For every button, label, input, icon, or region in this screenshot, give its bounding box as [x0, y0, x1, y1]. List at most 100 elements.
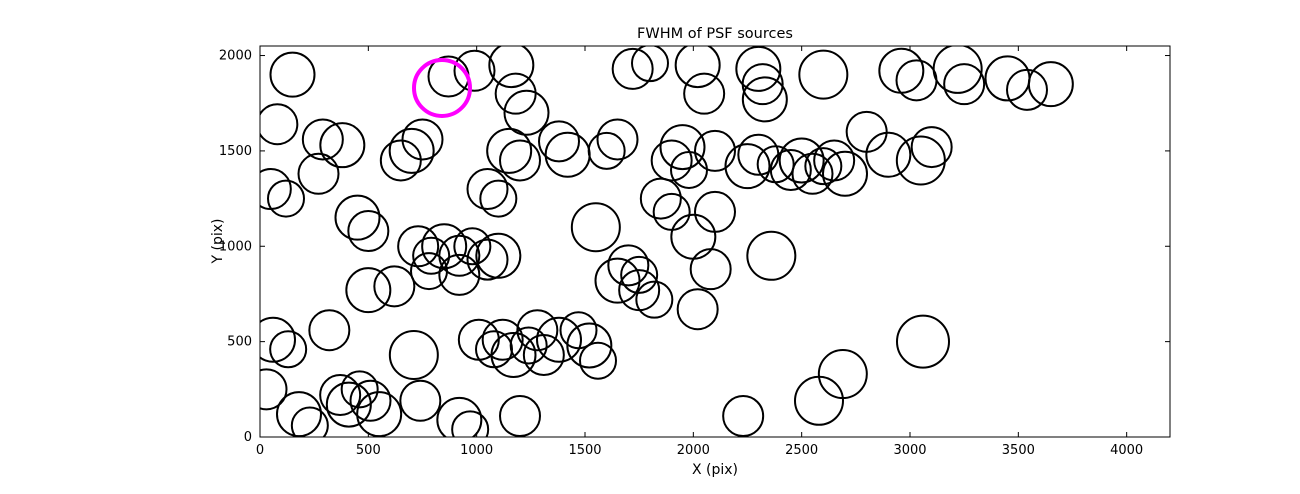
x-tick-label: 1000	[460, 443, 493, 458]
x-tick-label: 3500	[1002, 443, 1035, 458]
psf-source-circle	[308, 309, 351, 352]
psf-source-circle	[267, 179, 305, 218]
x-axis-label: X (pix)	[692, 462, 738, 478]
psf-source-circle	[822, 150, 868, 197]
psf-source-circle	[579, 341, 617, 380]
axis-ticks-group: 0 500 1000 1500 2000 2500 3000 3500 4000 0 500 1000…	[219, 46, 1170, 458]
psf-source-circle	[412, 236, 451, 275]
psf-source-circle	[399, 379, 442, 422]
psf-source-circle	[260, 316, 296, 363]
x-tick-label: 1500	[568, 443, 601, 458]
psf-source-circle	[538, 120, 580, 163]
psf-source-circle	[735, 46, 782, 92]
y-axis-label: Y (pix)	[210, 219, 226, 265]
psf-source-circle	[345, 267, 392, 314]
psf-source-circle	[559, 311, 598, 350]
psf-source-circle	[388, 329, 439, 380]
psf-source-circle	[410, 252, 448, 291]
psf-source-circle	[486, 127, 533, 174]
psf-source-circle	[490, 331, 537, 378]
psf-source-circle	[347, 210, 390, 253]
x-tick-label: 4000	[1110, 443, 1143, 458]
psf-source-circle	[1006, 68, 1048, 111]
psf-source-circle	[741, 76, 788, 123]
psf-source-circle	[301, 118, 344, 161]
psf-source-circle	[596, 118, 639, 161]
psf-source-circle	[260, 103, 299, 146]
psf-source-circle	[943, 63, 986, 106]
x-tick-label: 0	[256, 443, 264, 458]
psf-source-circle	[694, 129, 736, 172]
psf-source-circle	[631, 46, 669, 83]
y-tick-label: 1500	[219, 144, 252, 159]
psf-source-circle	[509, 326, 548, 365]
psf-source-circle	[896, 314, 950, 369]
psf-source-circle	[570, 202, 621, 253]
psf-source-circle	[674, 46, 721, 89]
psf-source-circle	[481, 318, 524, 361]
axes-frame	[259, 45, 1171, 438]
psf-source-circle	[522, 333, 565, 376]
y-tick-label: 1000	[219, 239, 252, 254]
psf-source-circle	[401, 118, 444, 161]
psf-source-circle	[611, 47, 654, 90]
psf-source-circle	[269, 51, 316, 98]
psf-source-circle	[453, 227, 492, 266]
psf-source-circle	[488, 46, 535, 89]
psf-source-circle	[865, 131, 912, 178]
psf-source-circle	[260, 368, 288, 411]
psf-source-circle	[652, 192, 691, 231]
psf-source-circle	[587, 131, 626, 170]
psf-source-circle	[635, 280, 674, 319]
psf-source-circle	[778, 137, 825, 184]
psf-source-circle	[276, 391, 322, 437]
psf-source-circle	[1027, 61, 1074, 108]
psf-source-circle	[769, 148, 812, 191]
psf-source-circle	[878, 47, 925, 94]
psf-source-circle	[813, 139, 856, 182]
psf-source-circle	[676, 288, 719, 331]
psf-source-circle	[340, 370, 379, 409]
psf-source-circle	[499, 139, 541, 182]
y-tick-label: 500	[227, 335, 252, 350]
psf-source-circle	[297, 152, 340, 195]
psf-source-circle	[388, 127, 435, 174]
psf-source-circle	[804, 147, 843, 186]
psf-markers-group	[260, 46, 1074, 437]
psf-source-circle	[475, 232, 522, 279]
x-tick-label: 500	[356, 443, 381, 458]
psf-source-circle	[466, 168, 509, 211]
psf-source-circle	[741, 63, 784, 106]
psf-source-circle	[746, 230, 797, 281]
psf-source-circle	[536, 316, 582, 363]
psf-source-circle	[453, 49, 496, 92]
psf-source-circle	[910, 126, 953, 169]
psf-source-circle	[639, 177, 682, 220]
psf-source-circle	[499, 395, 541, 437]
psf-source-circle	[724, 143, 771, 190]
psf-source-circle	[451, 410, 490, 437]
psf-source-circle	[438, 253, 481, 296]
psf-source-circle	[791, 152, 834, 195]
psf-source-circle	[689, 248, 732, 291]
psf-source-circle	[503, 89, 550, 136]
x-tick-label: 3000	[893, 443, 926, 458]
psf-source-circle	[319, 374, 362, 417]
psf-source-circle	[373, 265, 416, 308]
psf-source-circle	[650, 139, 693, 182]
psf-source-circle	[397, 225, 440, 268]
psf-source-circle	[932, 46, 983, 94]
psf-source-circle	[620, 255, 659, 294]
y-tick-label: 0	[244, 430, 252, 445]
psf-source-circle	[659, 124, 706, 171]
psf-source-circle	[607, 244, 650, 287]
psf-source-circle	[794, 375, 844, 426]
psf-source-circle	[722, 395, 765, 437]
highlighted-psf-source-circle	[412, 57, 472, 118]
psf-source-circle	[516, 309, 559, 352]
psf-source-circle	[479, 179, 518, 218]
x-tick-label: 2000	[677, 443, 710, 458]
psf-source-circle	[798, 49, 849, 100]
